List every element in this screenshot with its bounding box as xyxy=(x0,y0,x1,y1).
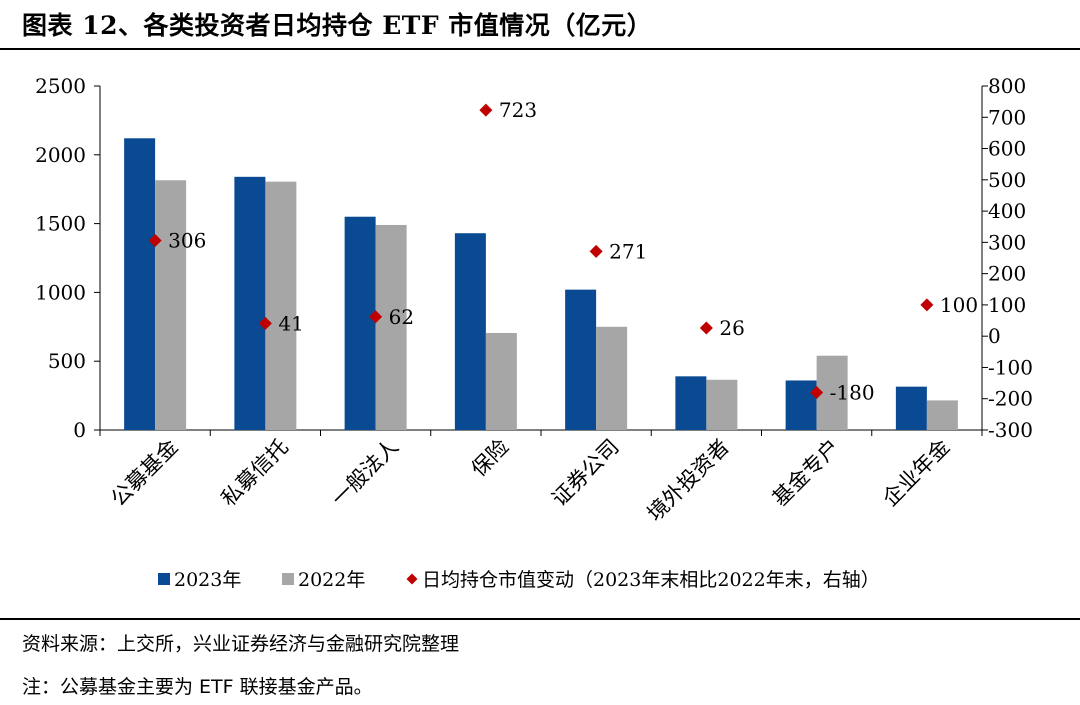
change-point xyxy=(479,103,493,117)
legend-label: 2023年 xyxy=(174,569,241,591)
legend-swatch-change xyxy=(406,573,418,585)
change-point xyxy=(920,298,934,312)
bar-2022 xyxy=(485,332,517,430)
change-point xyxy=(369,310,383,324)
x-tick-label: 保险 xyxy=(467,435,514,482)
footnote: 注：公募基金主要为 ETF 联接基金产品。 xyxy=(22,676,373,698)
bar-2023 xyxy=(344,216,376,430)
change-point xyxy=(258,316,272,330)
chart: 0 500 1000 1500 2000 2500 -300 -200 -100 0 100 200 3… xyxy=(35,74,1033,591)
y-right-tick-label: -200 xyxy=(988,387,1033,411)
bar-2022 xyxy=(375,224,407,430)
y-left-tick-label: 500 xyxy=(48,349,86,373)
change-data-label: -180 xyxy=(830,380,875,404)
y-right-tick-label: 600 xyxy=(988,137,1026,161)
bar-2022 xyxy=(155,180,187,430)
change-data-label: 306 xyxy=(168,228,206,252)
x-tick-label: 公募基金 xyxy=(106,435,182,511)
change-point xyxy=(810,385,824,399)
plot-area: 0 500 1000 1500 2000 2500 -300 -200 -100 0 100 200 3… xyxy=(35,74,1033,526)
x-tick-label: 证券公司 xyxy=(547,435,623,511)
y-right-tick-label: 0 xyxy=(988,324,1001,348)
change-data-label: 100 xyxy=(940,293,978,317)
change-data-label: 271 xyxy=(609,239,647,263)
bar-2023 xyxy=(234,176,266,430)
x-tick-label: 基金专户 xyxy=(768,435,844,511)
chart-title: 图表 12、各类投资者日均持仓 ETF 市值情况（亿元） xyxy=(22,11,653,40)
y-left-tick-label: 2500 xyxy=(35,74,86,98)
bar-2022 xyxy=(265,181,297,430)
y-right-tick-label: -300 xyxy=(988,418,1033,442)
y-left-tick-label: 0 xyxy=(73,418,86,442)
bar-2022 xyxy=(706,379,738,430)
x-tick-label: 境外投资者 xyxy=(643,435,734,526)
y-right-tick-label: 100 xyxy=(988,293,1026,317)
y-right-tick-label: 700 xyxy=(988,105,1026,129)
y-right-tick-label: -100 xyxy=(988,355,1033,379)
bar-2023 xyxy=(785,380,817,430)
bar-2023 xyxy=(895,386,927,430)
y-right-tick-label: 500 xyxy=(988,168,1026,192)
source-note: 资料来源：上交所，兴业证券经济与金融研究院整理 xyxy=(22,633,460,655)
legend-swatch-2023 xyxy=(158,573,170,585)
x-tick-label: 企业年金 xyxy=(878,435,954,511)
bar-2023 xyxy=(565,289,597,430)
change-point xyxy=(699,321,713,335)
bar-2022 xyxy=(596,326,628,430)
y-left-tick-label: 1500 xyxy=(35,212,86,236)
title-divider xyxy=(0,48,1080,50)
change-point xyxy=(148,233,162,247)
y-right-tick-label: 800 xyxy=(988,74,1026,98)
bar-2023 xyxy=(124,138,156,430)
x-tick-label: 一般法人 xyxy=(327,435,403,511)
legend-label: 日均持仓市值变动（2023年末相比2022年末，右轴） xyxy=(422,569,880,591)
y-right-tick-label: 400 xyxy=(988,199,1026,223)
change-data-label: 62 xyxy=(389,305,414,329)
legend-swatch-2022 xyxy=(282,573,294,585)
change-data-label: 723 xyxy=(499,98,537,122)
bar-2022 xyxy=(926,400,958,430)
source-divider xyxy=(0,618,1080,620)
change-data-label: 41 xyxy=(278,311,303,335)
y-right-tick-label: 200 xyxy=(988,262,1026,286)
legend: 2023年 2022年 日均持仓市值变动（2023年末相比2022年末，右轴） xyxy=(158,569,880,591)
bar-2023 xyxy=(675,376,707,430)
y-left-tick-label: 1000 xyxy=(35,280,86,304)
change-point xyxy=(589,244,603,258)
y-left-tick-label: 2000 xyxy=(35,143,86,167)
x-tick-label: 私募信托 xyxy=(217,435,293,511)
bar-2023 xyxy=(454,233,486,430)
y-right-tick-label: 300 xyxy=(988,230,1026,254)
legend-label: 2022年 xyxy=(298,569,365,591)
change-data-label: 26 xyxy=(719,316,744,340)
